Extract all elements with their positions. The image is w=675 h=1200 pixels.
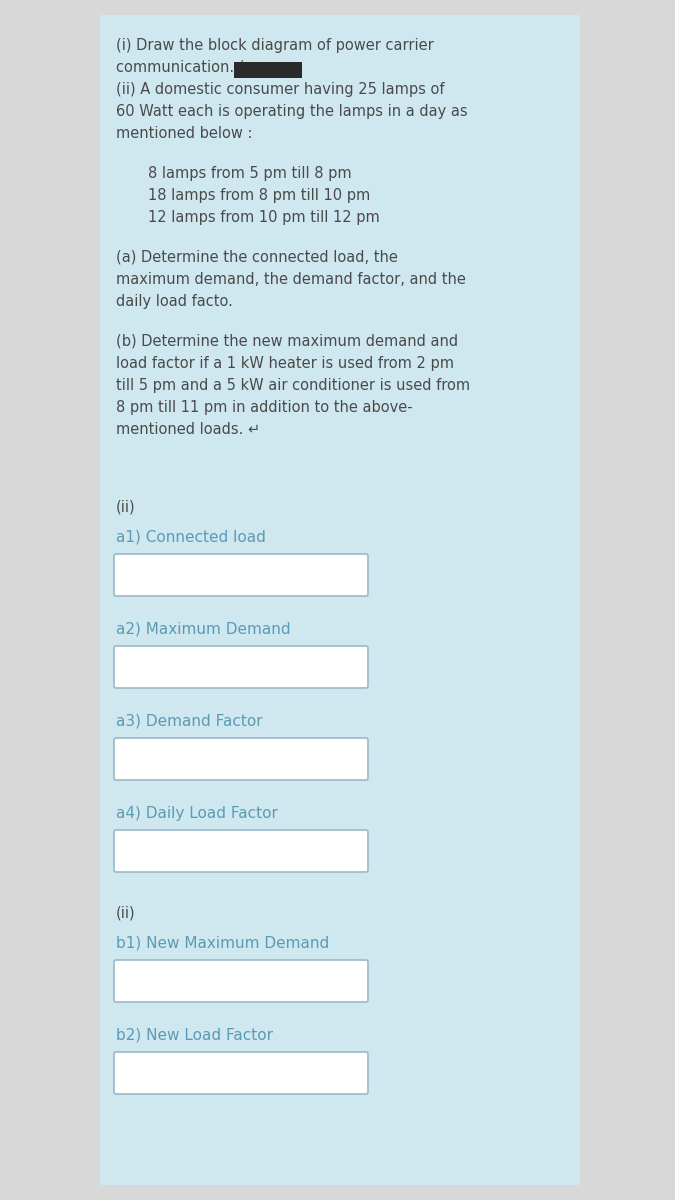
Text: maximum demand, the demand factor, and the: maximum demand, the demand factor, and t…	[116, 272, 466, 287]
FancyBboxPatch shape	[114, 554, 368, 596]
FancyBboxPatch shape	[114, 960, 368, 1002]
Text: (i) Draw the block diagram of power carrier: (i) Draw the block diagram of power carr…	[116, 38, 434, 53]
Text: a4) Daily Load Factor: a4) Daily Load Factor	[116, 806, 278, 821]
Text: a2) Maximum Demand: a2) Maximum Demand	[116, 622, 291, 637]
Text: b2) New Load Factor: b2) New Load Factor	[116, 1028, 273, 1043]
Text: 60 Watt each is operating the lamps in a day as: 60 Watt each is operating the lamps in a…	[116, 104, 468, 119]
Text: (a) Determine the connected load, the: (a) Determine the connected load, the	[116, 250, 398, 265]
Text: a1) Connected load: a1) Connected load	[116, 530, 266, 545]
Text: 8 pm till 11 pm in addition to the above-: 8 pm till 11 pm in addition to the above…	[116, 400, 412, 415]
Text: b1) New Maximum Demand: b1) New Maximum Demand	[116, 936, 329, 950]
Text: mentioned loads. ↵: mentioned loads. ↵	[116, 422, 261, 437]
Text: till 5 pm and a 5 kW air conditioner is used from: till 5 pm and a 5 kW air conditioner is …	[116, 378, 470, 392]
Text: mentioned below :: mentioned below :	[116, 126, 252, 140]
FancyBboxPatch shape	[114, 646, 368, 688]
Text: (b) Determine the new maximum demand and: (b) Determine the new maximum demand and	[116, 334, 458, 349]
FancyBboxPatch shape	[114, 830, 368, 872]
Text: (ii): (ii)	[116, 500, 136, 515]
Text: daily load facto.: daily load facto.	[116, 294, 233, 308]
Text: (ii): (ii)	[116, 906, 136, 922]
Text: load factor if a 1 kW heater is used from 2 pm: load factor if a 1 kW heater is used fro…	[116, 356, 454, 371]
FancyBboxPatch shape	[114, 738, 368, 780]
FancyBboxPatch shape	[114, 1052, 368, 1094]
Text: 18 lamps from 8 pm till 10 pm: 18 lamps from 8 pm till 10 pm	[148, 188, 371, 203]
Text: (ii) A domestic consumer having 25 lamps of: (ii) A domestic consumer having 25 lamps…	[116, 82, 445, 97]
Bar	[234, 62, 302, 78]
Text: 12 lamps from 10 pm till 12 pm: 12 lamps from 10 pm till 12 pm	[148, 210, 380, 226]
Text: a3) Demand Factor: a3) Demand Factor	[116, 714, 263, 728]
Text: communication. (a: communication. (a	[116, 60, 254, 74]
Bar	[100, 14, 580, 1186]
Text: 8 lamps from 5 pm till 8 pm: 8 lamps from 5 pm till 8 pm	[148, 166, 352, 181]
